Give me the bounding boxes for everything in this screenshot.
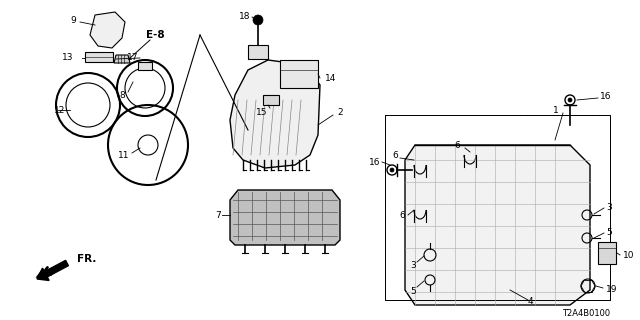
Text: E-8: E-8 bbox=[146, 30, 164, 40]
Text: 17: 17 bbox=[127, 52, 138, 61]
Text: 4: 4 bbox=[527, 298, 533, 307]
Polygon shape bbox=[405, 145, 590, 305]
Text: 16: 16 bbox=[369, 157, 380, 166]
Bar bbox=[263, 95, 279, 105]
Circle shape bbox=[568, 98, 572, 102]
Polygon shape bbox=[114, 55, 130, 63]
Text: 13: 13 bbox=[62, 52, 74, 61]
Text: 8: 8 bbox=[119, 91, 125, 100]
Text: 5: 5 bbox=[410, 286, 416, 295]
Text: 2: 2 bbox=[337, 108, 343, 116]
Circle shape bbox=[390, 168, 394, 172]
Bar bbox=[248, 45, 268, 59]
Text: 12: 12 bbox=[54, 106, 66, 115]
Circle shape bbox=[253, 15, 263, 25]
Text: 6: 6 bbox=[392, 150, 398, 159]
Polygon shape bbox=[90, 12, 125, 48]
Text: FR.: FR. bbox=[77, 254, 97, 264]
Text: 1: 1 bbox=[553, 106, 559, 115]
Text: 14: 14 bbox=[325, 74, 337, 83]
Bar bbox=[138, 62, 152, 70]
Text: 6: 6 bbox=[454, 140, 460, 149]
Text: 11: 11 bbox=[118, 150, 130, 159]
Text: 3: 3 bbox=[606, 203, 612, 212]
Text: 9: 9 bbox=[70, 15, 76, 25]
Bar bbox=[385, 115, 610, 300]
Bar bbox=[598, 242, 616, 264]
Text: 10: 10 bbox=[623, 251, 634, 260]
FancyArrow shape bbox=[37, 260, 68, 280]
Text: 18: 18 bbox=[239, 12, 251, 20]
Text: 15: 15 bbox=[255, 108, 267, 116]
Text: 6: 6 bbox=[399, 211, 405, 220]
Bar bbox=[280, 60, 318, 88]
Bar bbox=[85, 52, 113, 62]
Bar bbox=[385, 115, 610, 300]
Text: T2A4B0100: T2A4B0100 bbox=[562, 309, 610, 318]
Text: 3: 3 bbox=[410, 261, 416, 270]
Polygon shape bbox=[230, 60, 320, 168]
Text: 19: 19 bbox=[606, 285, 618, 294]
Text: 16: 16 bbox=[600, 92, 611, 100]
Text: 5: 5 bbox=[606, 228, 612, 236]
Polygon shape bbox=[230, 190, 340, 245]
Text: 7: 7 bbox=[215, 211, 221, 220]
